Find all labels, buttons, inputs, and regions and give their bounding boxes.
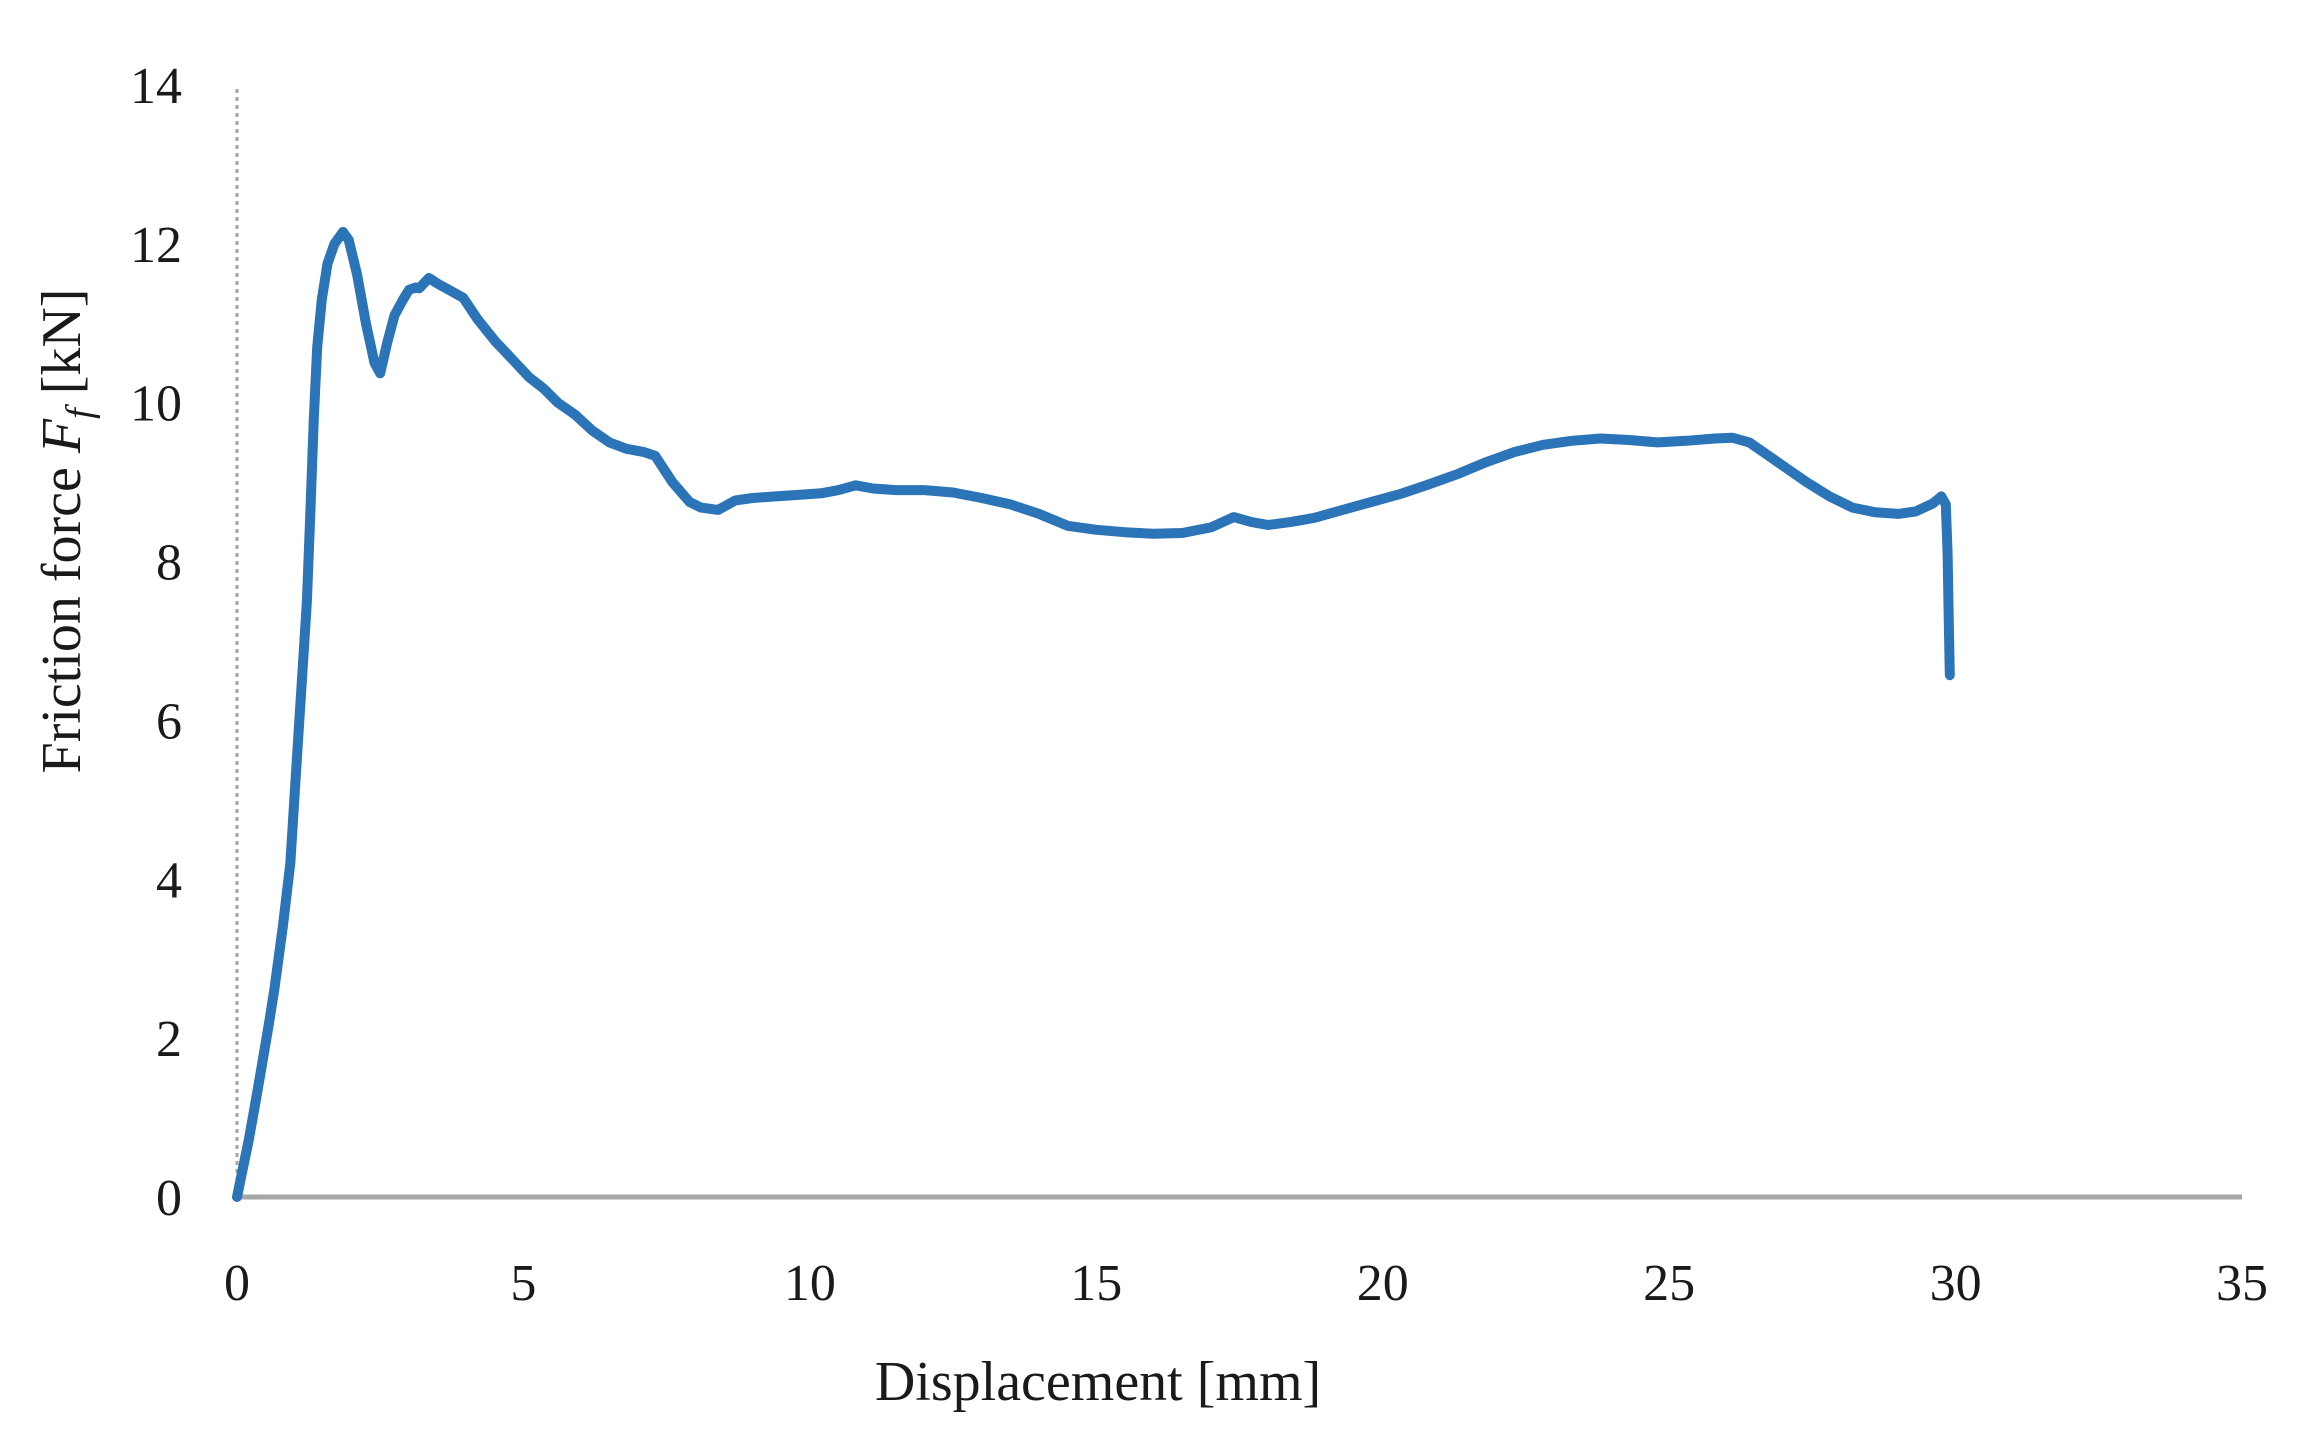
y-axis-title-subscript: f — [59, 408, 102, 419]
y-tick-label: 10 — [130, 376, 182, 433]
y-tick-label: 8 — [156, 535, 182, 592]
x-tick-label: 0 — [224, 1255, 250, 1312]
x-axis-tick-labels: 0 5 10 15 20 25 30 35 — [224, 1255, 2268, 1312]
y-axis-tick-labels: 0 2 4 6 8 10 12 14 — [130, 58, 182, 1227]
y-axis-title: Friction force Ff [kN] — [31, 288, 101, 774]
axes — [235, 85, 2242, 1200]
y-tick-label: 14 — [130, 58, 182, 115]
x-tick-label: 10 — [784, 1255, 836, 1312]
x-tick-label: 25 — [1643, 1255, 1695, 1312]
y-tick-label: 0 — [156, 1170, 182, 1227]
x-tick-label: 20 — [1357, 1255, 1409, 1312]
y-tick-label: 4 — [156, 852, 182, 909]
x-axis-title: Displacement [mm] — [874, 1351, 1322, 1413]
y-tick-label: 2 — [156, 1011, 182, 1068]
y-tick-label: 12 — [130, 217, 182, 274]
y-axis-title-text: Friction force — [31, 453, 93, 774]
y-tick-label: 6 — [156, 693, 182, 750]
y-axis-title-symbol: F — [31, 418, 93, 454]
x-tick-label: 15 — [1070, 1255, 1122, 1312]
x-tick-label: 30 — [1930, 1255, 1982, 1312]
y-axis-title-unit: [kN] — [31, 288, 93, 409]
friction-force-series-line — [232, 226, 1955, 1202]
x-tick-label: 5 — [510, 1255, 536, 1312]
x-tick-label: 35 — [2216, 1255, 2268, 1312]
